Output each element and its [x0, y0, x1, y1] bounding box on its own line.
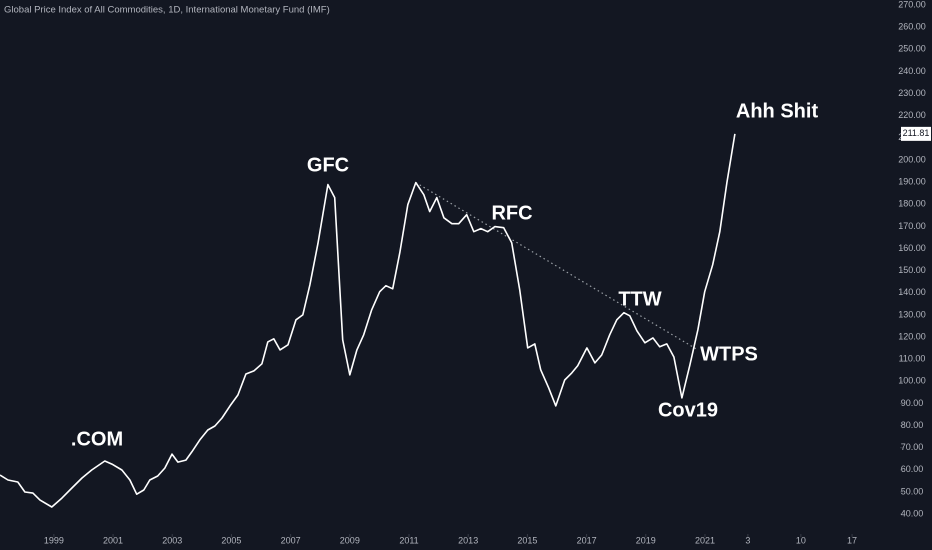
x-tick-label: 2019 [636, 535, 656, 545]
y-tick-label: 230.00 [898, 88, 926, 98]
y-tick-label: 100.00 [898, 376, 926, 386]
trendline [415, 182, 699, 351]
x-tick-label: 2003 [162, 535, 182, 545]
x-tick-label: 2007 [281, 535, 301, 545]
y-tick-label: 70.00 [901, 442, 924, 452]
y-tick-label: 160.00 [898, 243, 926, 253]
y-tick-label: 250.00 [898, 44, 926, 54]
y-tick-label: 90.00 [901, 398, 924, 408]
annotation: .COM [71, 428, 123, 450]
y-tick-label: 220.00 [898, 110, 926, 120]
x-tick-label: 2017 [577, 535, 597, 545]
price-line [0, 133, 736, 508]
last-price-label: 211.81 [903, 128, 930, 138]
annotation: Cov19 [658, 399, 718, 421]
x-tick-label: 2005 [221, 535, 241, 545]
y-tick-label: 140.00 [898, 287, 926, 297]
x-tick-label: 2013 [458, 535, 478, 545]
last-price-box [901, 126, 931, 141]
y-tick-label: 40.00 [901, 508, 924, 518]
y-tick-label: 270.00 [898, 0, 926, 9]
y-tick-label: 150.00 [898, 265, 926, 275]
x-tick-label: 2015 [517, 535, 537, 545]
x-tick-label: 3 [745, 535, 750, 545]
x-tick-label: 10 [796, 535, 806, 545]
y-tick-label: 110.00 [899, 354, 926, 364]
y-tick-label: 130.00 [898, 309, 926, 319]
annotation: TTW [618, 288, 661, 310]
y-tick-label: 180.00 [898, 199, 926, 209]
y-tick-label: 240.00 [898, 66, 926, 76]
annotation: RFC [491, 202, 532, 224]
x-tick-label: 17 [847, 535, 857, 545]
y-tick-label: 120.00 [898, 331, 926, 341]
y-tick-label: 190.00 [898, 177, 926, 187]
chart-title: Global Price Index of All Commodities, 1… [4, 5, 330, 16]
x-tick-label: 2011 [399, 535, 418, 545]
annotation: Ahh Shit [736, 100, 819, 122]
x-tick-label: 2009 [340, 535, 360, 545]
y-tick-label: 50.00 [901, 486, 924, 496]
y-tick-label: 200.00 [898, 154, 926, 164]
annotation: GFC [307, 154, 349, 176]
y-tick-label: 260.00 [898, 22, 926, 32]
annotation: WTPS [700, 343, 758, 365]
y-tick-label: 60.00 [901, 464, 924, 474]
y-tick-label: 80.00 [901, 420, 924, 430]
x-tick-label: 1999 [44, 535, 64, 545]
x-tick-label: 2001 [103, 535, 123, 545]
x-tick-label: 2021 [695, 535, 715, 545]
y-tick-label: 170.00 [898, 221, 926, 231]
